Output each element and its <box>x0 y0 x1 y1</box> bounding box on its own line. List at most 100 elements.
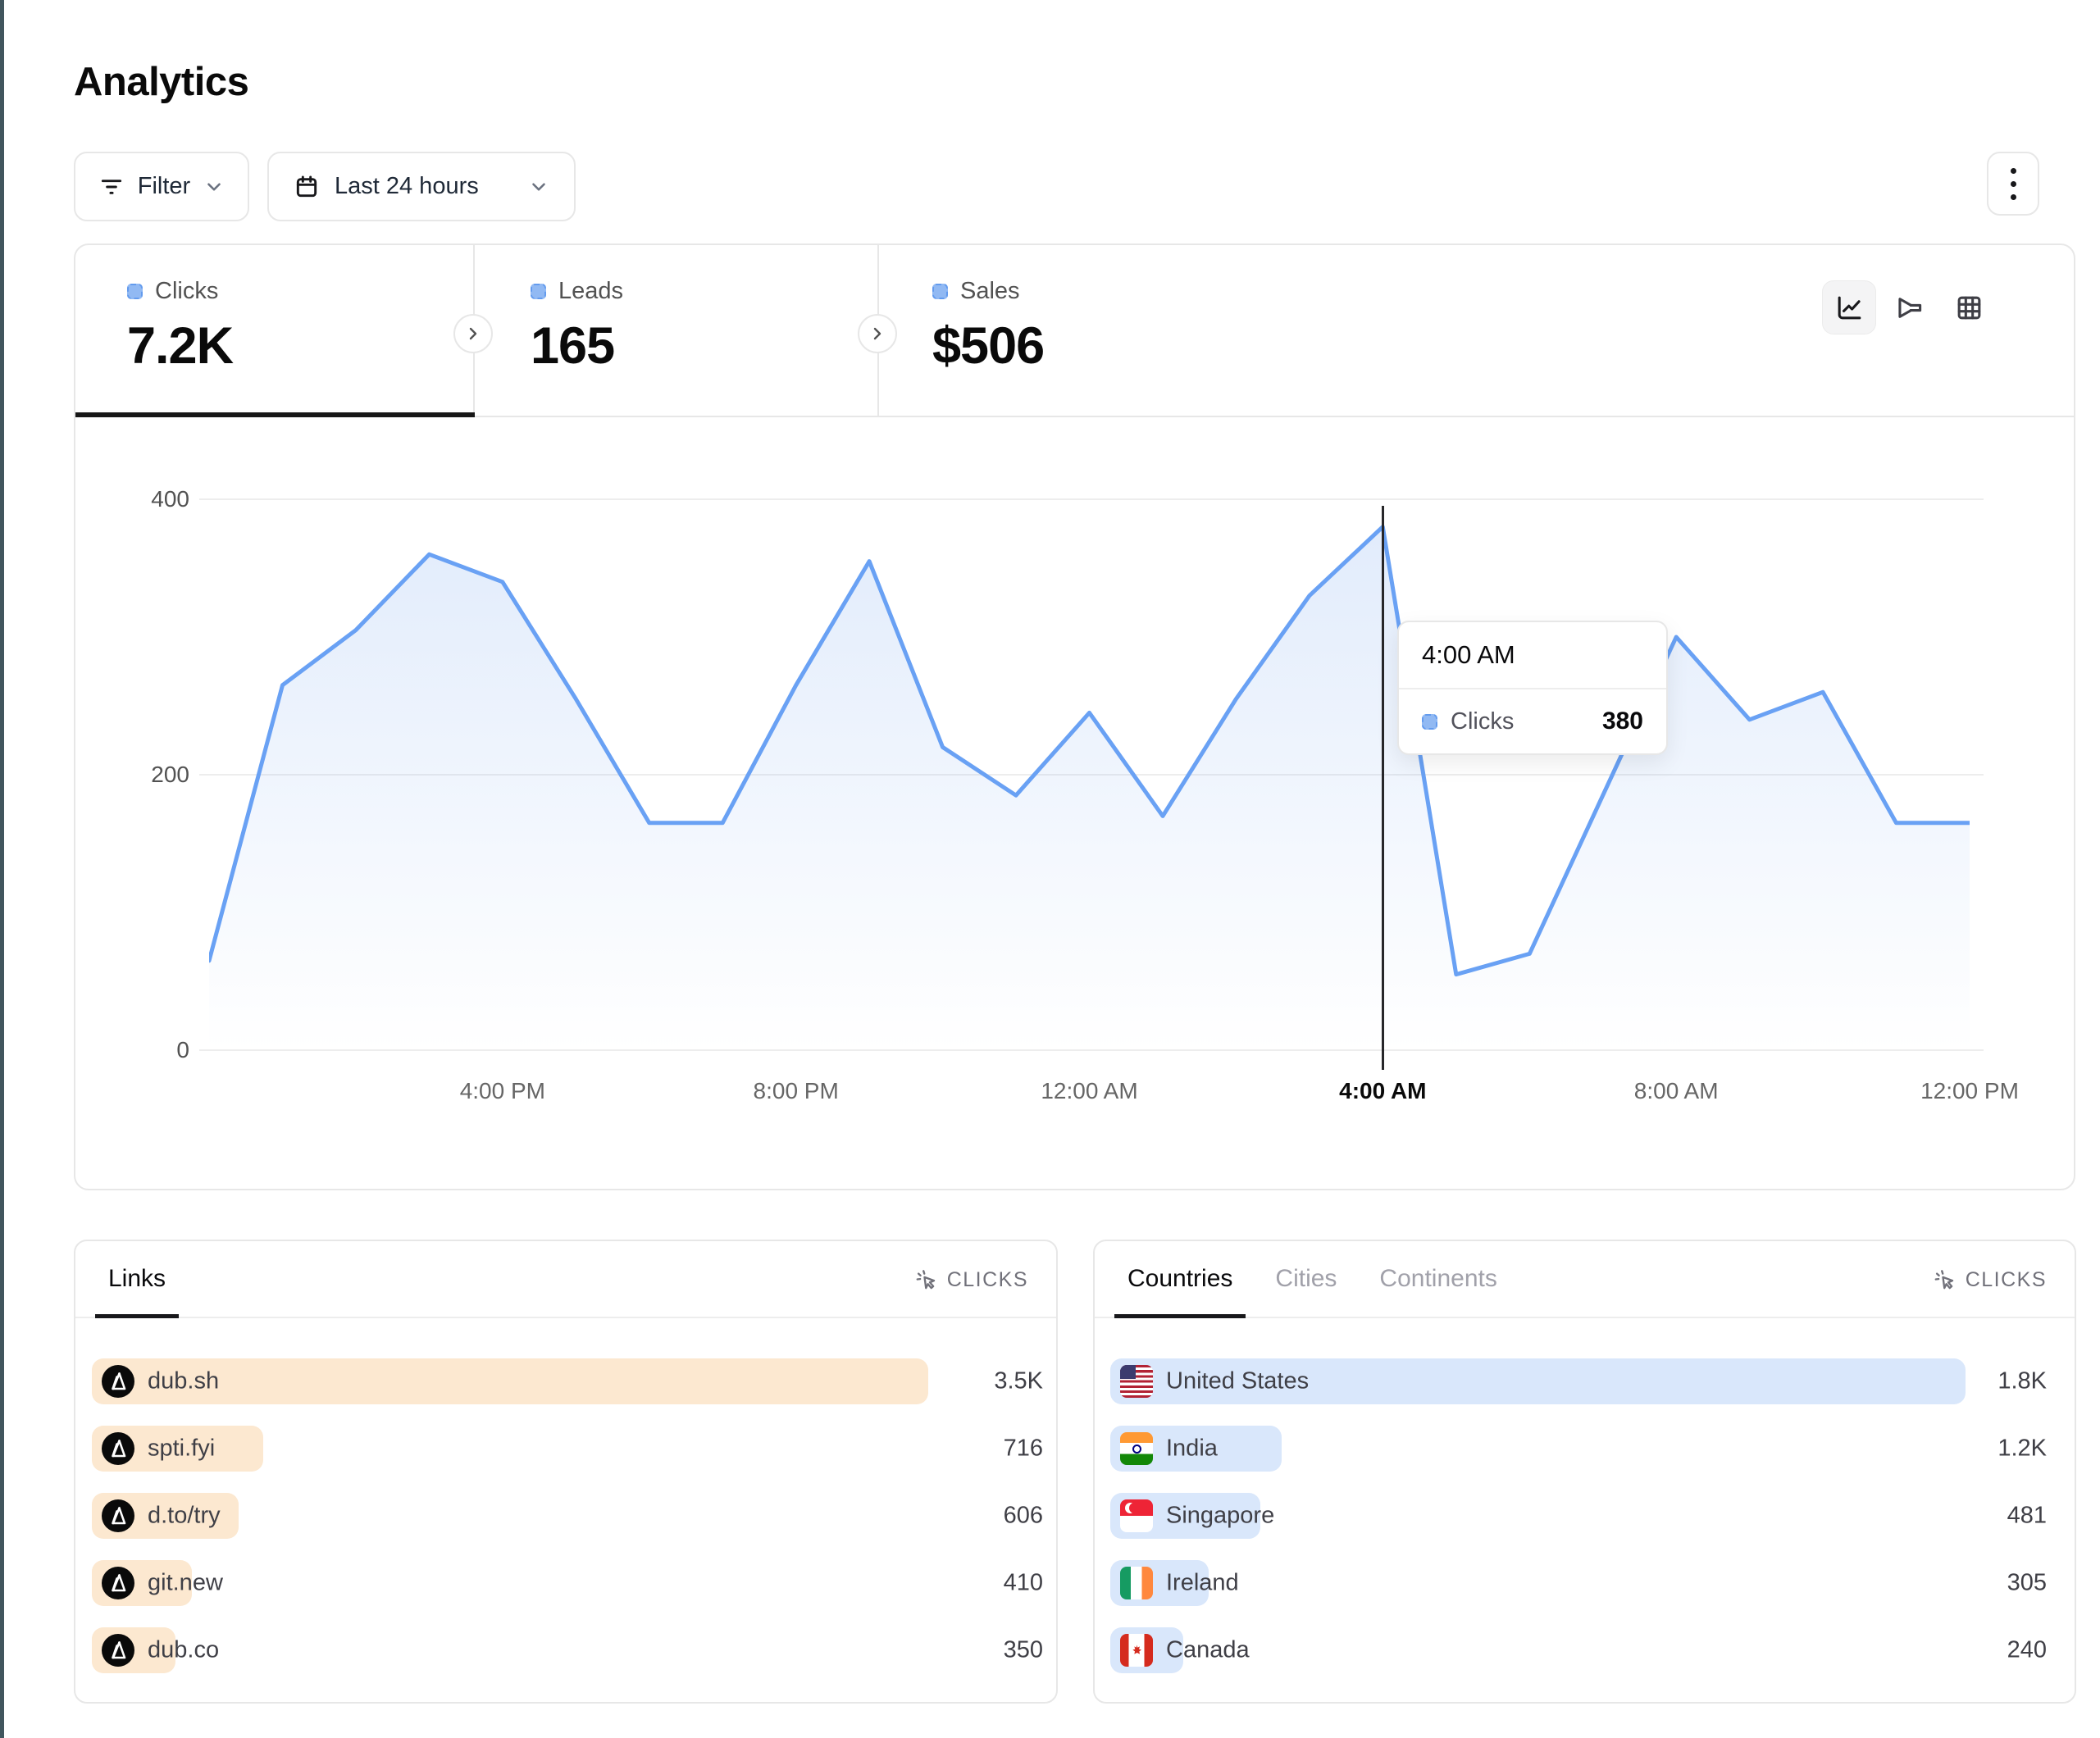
tab-leads[interactable]: Leads 165 <box>531 245 842 417</box>
sg-flag <box>1120 1499 1153 1532</box>
countries-tab-label: Countries <box>1127 1265 1233 1292</box>
item-label: Canada <box>1166 1636 1250 1663</box>
value-bar <box>92 1358 928 1404</box>
kebab-menu-icon <box>2010 167 2016 200</box>
ie-flag <box>1120 1567 1153 1599</box>
item-label: dub.sh <box>148 1367 220 1394</box>
analytics-card: Clicks 7.2K Leads 165 Sales $506 <box>74 243 2075 1190</box>
maple-leaf-icon <box>1132 1645 1141 1654</box>
links-metric-selector[interactable]: CLICKS <box>914 1241 1028 1318</box>
cities-tab-label: Cities <box>1275 1265 1337 1292</box>
list-item-india[interactable]: India 1.2K <box>1110 1426 2047 1472</box>
item-value: 305 <box>2007 1569 2047 1596</box>
cursor-click-icon <box>916 1270 935 1290</box>
dub-logo-icon <box>102 1634 134 1667</box>
item-value: 410 <box>1003 1569 1043 1596</box>
value-bar <box>1110 1358 1966 1404</box>
list-item-spti-fyi[interactable]: spti.fyi 716 <box>92 1426 1043 1472</box>
x-tick-label: 4:00 PM <box>459 1078 545 1103</box>
links-list: dub.sh 3.5K spti.fyi 716 d.to/try 606 git.new 4… <box>92 1358 1043 1695</box>
tab-countries[interactable]: Countries <box>1114 1241 1246 1318</box>
item-value: 606 <box>1003 1502 1043 1529</box>
y-tick-label: 200 <box>151 762 189 787</box>
locations-card-header: Countries Cities Continents CLICKS <box>1095 1241 2075 1318</box>
item-value: 3.5K <box>994 1367 1043 1394</box>
active-tab-underline <box>75 412 475 417</box>
funnel-chart-icon <box>1897 297 1921 318</box>
more-options-button[interactable] <box>1987 152 2039 216</box>
chevron-down-icon <box>528 176 549 198</box>
item-value: 716 <box>1003 1435 1043 1462</box>
cursor-click-icon <box>1934 1270 1953 1290</box>
calendar-icon <box>294 174 320 200</box>
x-tick-label: 4:00 AM <box>1339 1078 1427 1103</box>
gridline-400 <box>199 498 1984 500</box>
expand-leads-button[interactable] <box>858 314 897 353</box>
chevron-right-icon <box>873 327 881 340</box>
clicks-legend-swatch <box>127 284 143 299</box>
x-tick-label: 8:00 AM <box>1633 1078 1719 1103</box>
list-item-canada[interactable]: Canada 240 <box>1110 1627 2047 1673</box>
chart-tooltip: 4:00 AM Clicks 380 <box>1397 621 1668 755</box>
list-item-dub-co[interactable]: dub.co 350 <box>92 1627 1043 1673</box>
funnel-chart-view-button[interactable] <box>1882 280 1936 334</box>
item-value: 481 <box>2007 1502 2047 1529</box>
hover-crosshair-line <box>1381 506 1384 1070</box>
filter-button[interactable]: Filter <box>74 152 249 221</box>
tooltip-series-value: 380 <box>1601 707 1643 735</box>
clicks-label: Clicks <box>155 278 219 304</box>
filter-icon <box>98 174 125 200</box>
tab-sales[interactable]: Sales $506 <box>932 245 1277 417</box>
list-item-dub-sh[interactable]: dub.sh 3.5K <box>92 1358 1043 1404</box>
dub-logo-icon <box>102 1567 134 1599</box>
gridline-0 <box>199 1049 1984 1051</box>
table-view-button[interactable] <box>1942 280 1996 334</box>
list-item-singapore[interactable]: Singapore 481 <box>1110 1493 2047 1539</box>
x-tick-label: 12:00 AM <box>1041 1078 1138 1103</box>
list-item-git-new[interactable]: git.new 410 <box>92 1560 1043 1606</box>
item-value: 1.8K <box>1998 1367 2047 1394</box>
item-label: India <box>1166 1435 1218 1462</box>
item-label: spti.fyi <box>148 1435 216 1462</box>
links-metric-label: CLICKS <box>946 1267 1028 1291</box>
links-tab-label: Links <box>108 1265 166 1292</box>
tooltip-series-swatch <box>1422 713 1437 730</box>
tab-cities[interactable]: Cities <box>1275 1241 1337 1317</box>
dub-logo-icon <box>102 1499 134 1532</box>
clicks-timeseries-chart[interactable]: 400 200 0 4:00 PM 8:00 PM 12:00 AM 4:00 AM 8:0… <box>151 486 2019 1103</box>
area-series <box>209 525 1970 1050</box>
locations-metric-selector[interactable]: CLICKS <box>1933 1241 2047 1318</box>
sales-label: Sales <box>960 278 1020 304</box>
line-chart-icon <box>1838 296 1861 319</box>
item-value: 240 <box>2007 1636 2047 1663</box>
tab-links[interactable]: Links <box>94 1241 180 1318</box>
locations-card: Countries Cities Continents CLICKS Unite… <box>1093 1240 2076 1704</box>
in-flag <box>1120 1432 1153 1465</box>
item-label: Singapore <box>1166 1502 1275 1529</box>
date-range-button[interactable]: Last 24 hours <box>267 152 576 221</box>
countries-list: United States 1.8K India 1.2K Singapore 481 Ir… <box>1110 1358 2047 1695</box>
tooltip-time: 4:00 AM <box>1399 622 1666 689</box>
chevron-right-icon <box>469 327 477 340</box>
sales-legend-swatch <box>932 284 948 299</box>
us-flag <box>1120 1365 1153 1398</box>
dub-logo-icon <box>102 1365 134 1398</box>
locations-metric-label: CLICKS <box>1965 1267 2047 1291</box>
line-chart-view-button[interactable] <box>1822 280 1876 334</box>
links-card: Links CLICKS dub.sh 3.5K spti.fyi 716 d.to/t… <box>74 1240 1058 1704</box>
list-item-united-states[interactable]: United States 1.8K <box>1110 1358 2047 1404</box>
item-value: 1.2K <box>1998 1435 2047 1462</box>
page-title: Analytics <box>74 60 249 104</box>
item-label: git.new <box>148 1569 223 1596</box>
chevron-down-icon <box>203 176 225 198</box>
date-range-label: Last 24 hours <box>335 173 479 199</box>
tab-clicks[interactable]: Clicks 7.2K <box>127 245 471 417</box>
list-item-ireland[interactable]: Ireland 305 <box>1110 1560 2047 1606</box>
list-item-d-to-try[interactable]: d.to/try 606 <box>92 1493 1043 1539</box>
tab-continents[interactable]: Continents <box>1379 1241 1496 1317</box>
expand-clicks-button[interactable] <box>453 314 493 353</box>
item-label: United States <box>1166 1367 1310 1394</box>
tooltip-series-label: Clicks <box>1451 707 1515 735</box>
x-tick-label: 8:00 PM <box>753 1078 839 1103</box>
